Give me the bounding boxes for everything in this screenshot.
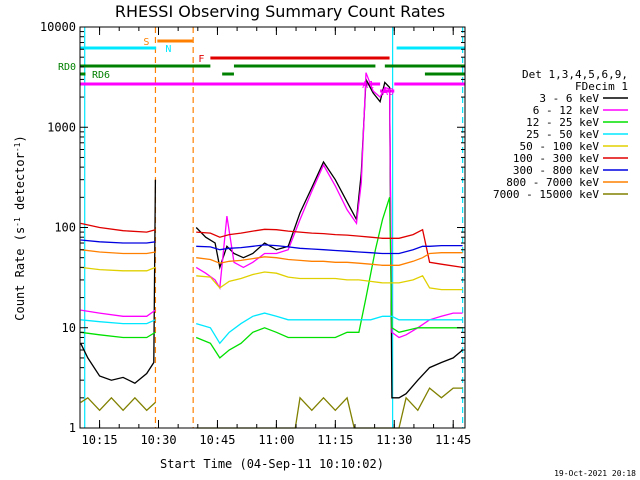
x-axis-label: Start Time (04-Sep-11 10:10:02)	[160, 457, 384, 471]
x-tick-label-3: 11:00	[258, 433, 294, 447]
x-tick-label-6: 11:45	[435, 433, 471, 447]
legend-label-4: 50 - 100 keV	[520, 140, 600, 153]
series-line-7	[80, 249, 463, 266]
series-line-1	[80, 72, 463, 339]
instrument-flags: S N F RD0 RD6 A1 A0	[58, 37, 465, 98]
y-tick-label-0: 1	[69, 421, 76, 435]
series-line-2	[80, 197, 463, 359]
legend-header-0: Det 1,3,4,5,6,9,	[522, 68, 628, 81]
series-line-0	[80, 76, 464, 399]
chart-title: RHESSI Observing Summary Count Rates	[115, 2, 445, 21]
axes: 10:15 10:30 10:45 11:00 11:15 11:30 11:45 1 10 10…	[40, 20, 471, 447]
series-line-5	[80, 222, 463, 269]
x-tick-label-1: 10:30	[140, 433, 176, 447]
legend-header-1: FDecim 1	[575, 80, 628, 93]
legend-label-8: 7000 - 15000 keV	[493, 188, 599, 201]
y-axis-label: Count Rate (s-1 detector-1)	[13, 135, 28, 320]
y-tick-label-2: 100	[54, 221, 76, 235]
x-tick-label-4: 11:15	[317, 433, 353, 447]
y-tick-label-4: 10000	[40, 20, 76, 34]
y-tick-label-3: 1000	[47, 120, 76, 134]
flag-label-RD6: RD6	[92, 70, 110, 81]
series-line-3	[80, 312, 463, 345]
x-tick-label-0: 10:15	[82, 433, 118, 447]
flag-label-N: N	[165, 44, 171, 55]
legend-label-1: 6 - 12 keV	[533, 104, 600, 117]
flag-label-RD0: RD0	[58, 62, 76, 73]
legend-label-2: 12 - 25 keV	[526, 116, 599, 129]
flag-label-S: S	[143, 37, 149, 48]
legend-label-6: 300 - 800 keV	[513, 164, 599, 177]
series-line-6	[80, 239, 463, 255]
x-tick-label-5: 11:30	[376, 433, 412, 447]
legend-label-0: 3 - 6 keV	[539, 92, 599, 105]
legend-label-3: 25 - 50 keV	[526, 128, 599, 141]
x-tick-label-2: 10:45	[199, 433, 235, 447]
flag-label-A1: A1	[362, 80, 374, 91]
y-tick-label-1: 10	[62, 321, 76, 335]
timestamp: 19-Oct-2021 20:18	[554, 469, 636, 478]
flag-label-A0: A0	[382, 87, 394, 98]
series-lines	[80, 72, 464, 429]
legend-label-5: 100 - 300 keV	[513, 152, 599, 165]
flag-label-F: F	[198, 54, 204, 65]
series-line-4	[80, 266, 463, 291]
legend-label-7: 800 - 7000 keV	[506, 176, 599, 189]
